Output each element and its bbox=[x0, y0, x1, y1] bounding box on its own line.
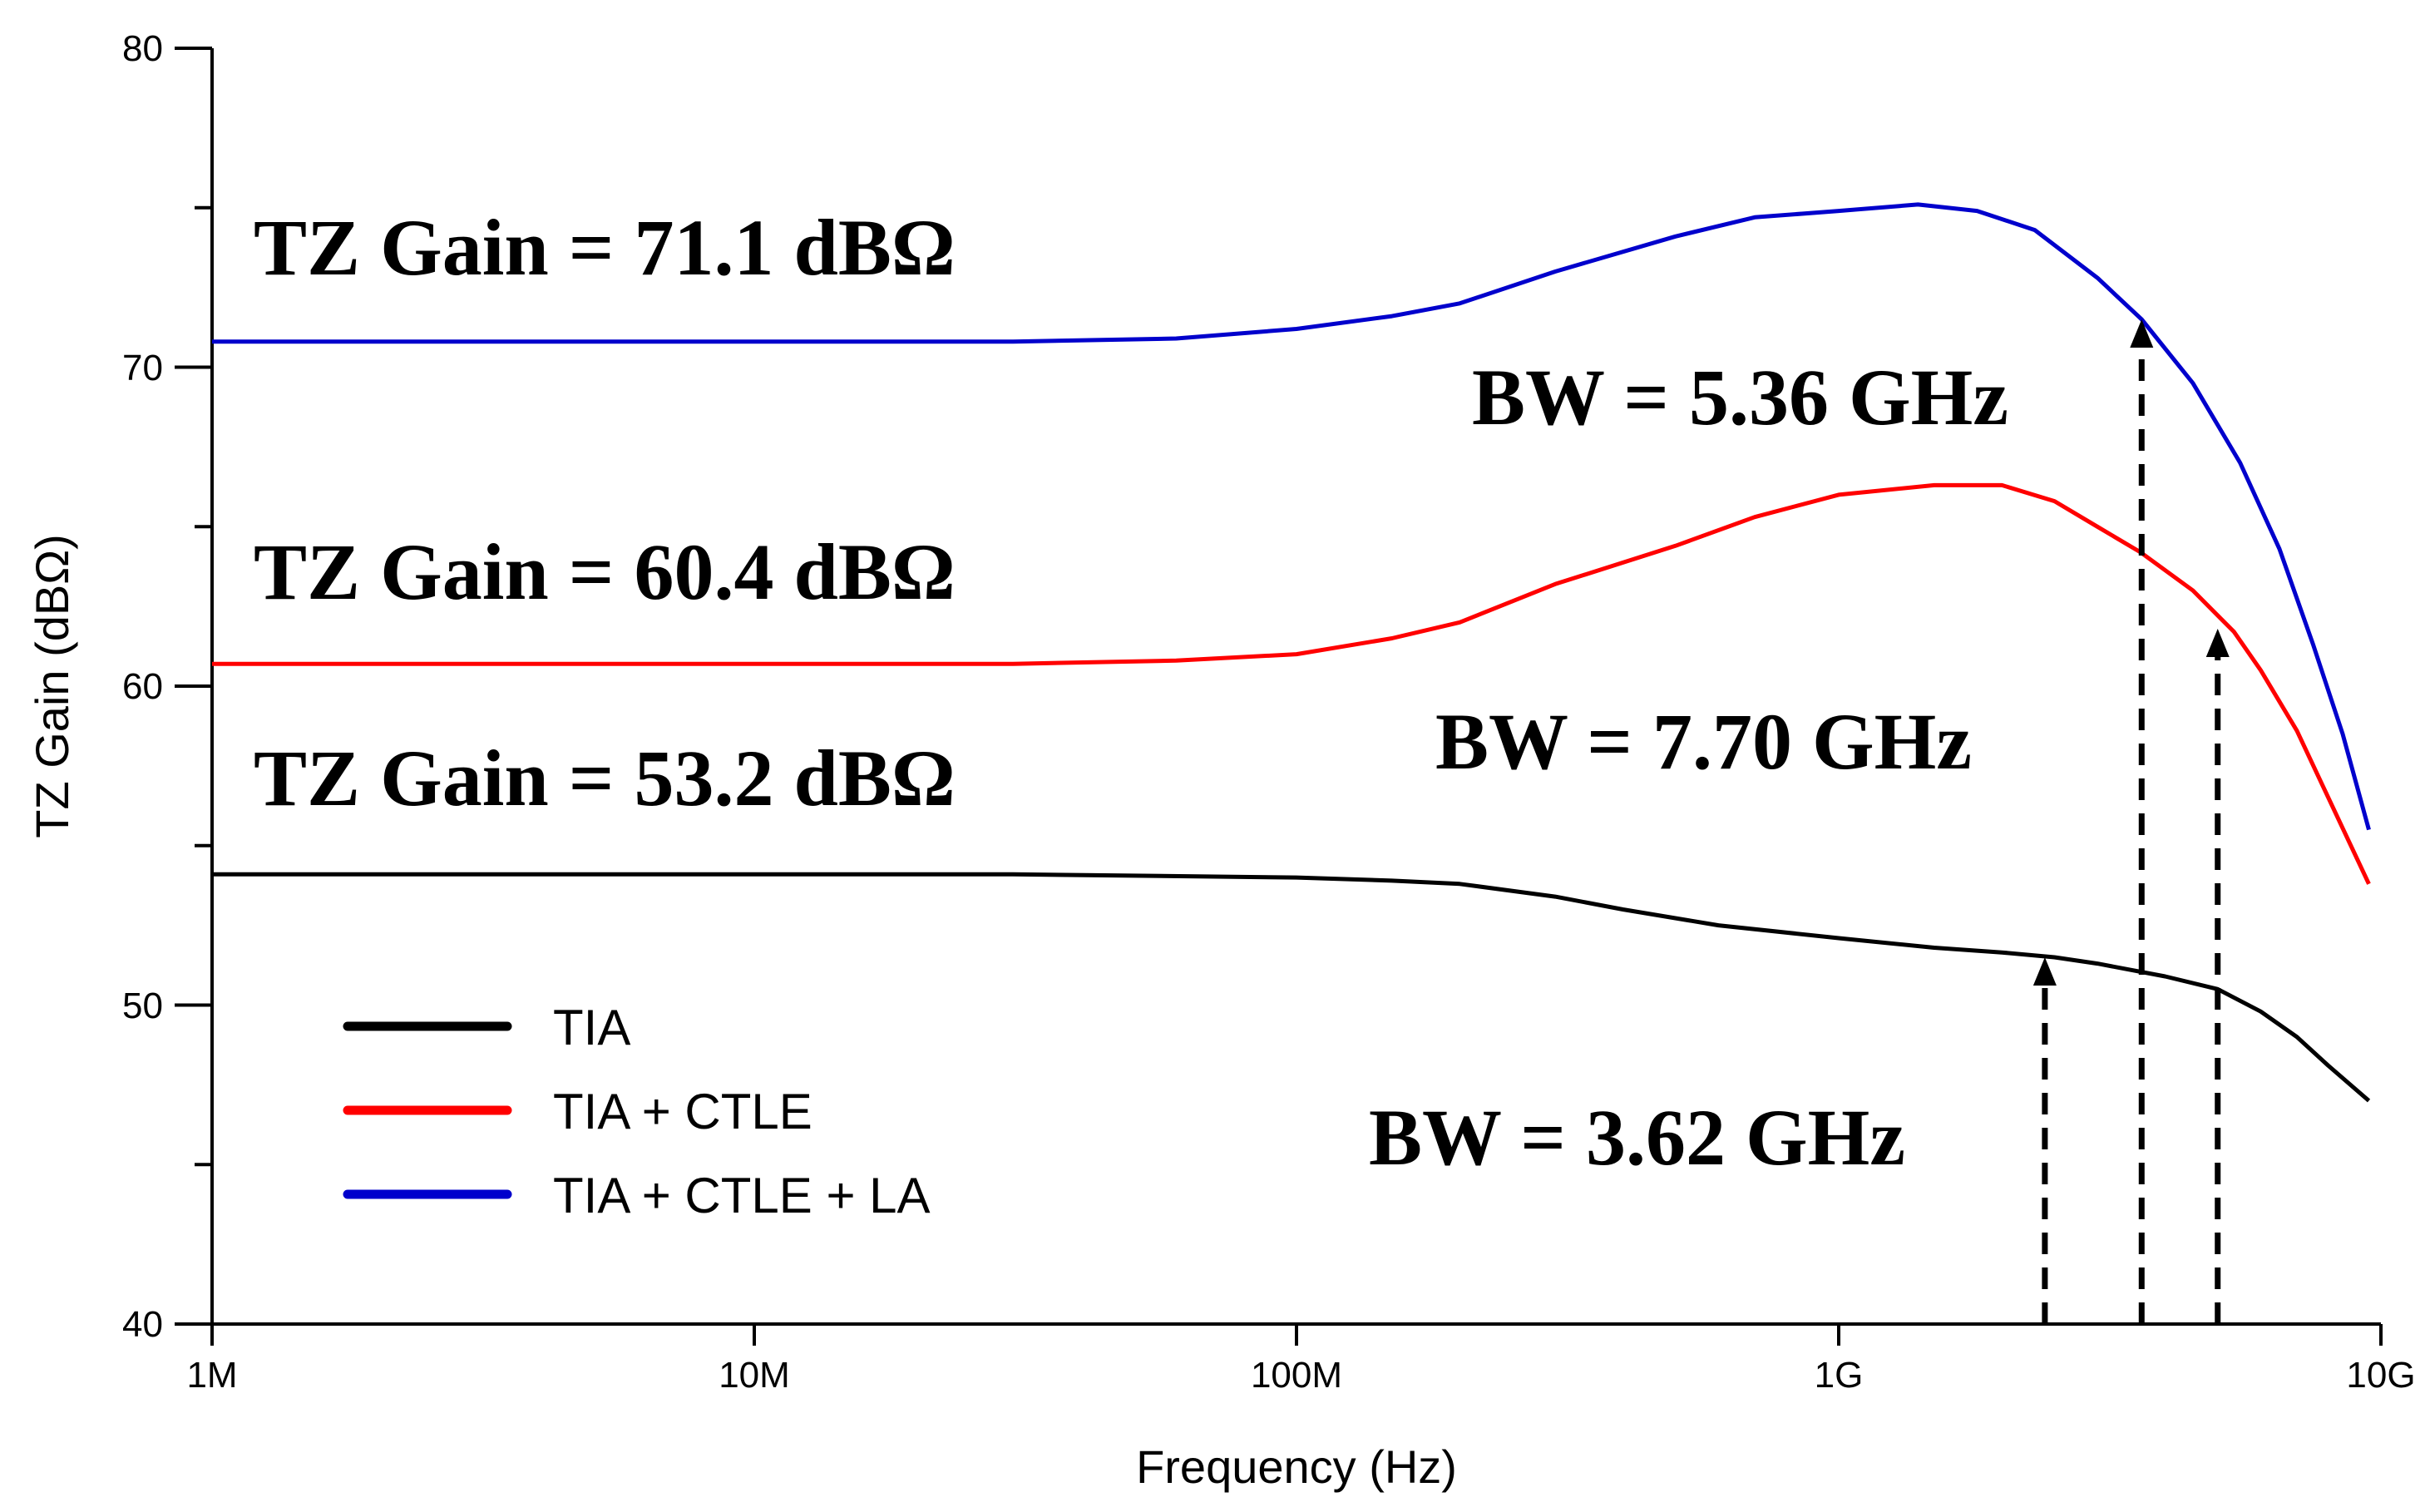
legend-label-tia: TIA bbox=[553, 1000, 630, 1055]
x-tick-label-1g: 1G bbox=[1815, 1355, 1864, 1396]
plot-area bbox=[212, 202, 2371, 1103]
x-axis-title: Frequency (Hz) bbox=[1136, 1440, 1457, 1493]
x-tick-label-1m: 1M bbox=[186, 1355, 237, 1396]
bw-marker-arrowhead bbox=[2032, 956, 2057, 986]
x-tick-label-100m: 100M bbox=[1251, 1355, 1342, 1396]
annotation-gain-tia: TZ Gain = 53.2 dBΩ bbox=[254, 734, 956, 823]
y-tick-label-80: 80 bbox=[122, 28, 163, 69]
y-axis-title: TZ Gain (dBΩ) bbox=[26, 534, 78, 838]
y-tick-label-40: 40 bbox=[122, 1304, 163, 1345]
legend-label-tia-ctle: TIA + CTLE bbox=[553, 1084, 812, 1139]
x-tick-label-10g: 10G bbox=[2346, 1355, 2415, 1396]
annotation-gain-ctle: TZ Gain = 60.4 dBΩ bbox=[254, 527, 956, 616]
minor-ticks bbox=[175, 47, 2383, 1346]
series-line-tia-ctle bbox=[212, 482, 2371, 885]
y-tick-labels: 40 50 60 70 80 bbox=[122, 28, 163, 1345]
y-tick-label-50: 50 bbox=[122, 986, 163, 1026]
legend-label-tia-ctle-la: TIA + CTLE + LA bbox=[553, 1168, 931, 1223]
y-tick-label-60: 60 bbox=[122, 666, 163, 707]
annotations: TZ Gain = 71.1 dBΩ TZ Gain = 60.4 dBΩ TZ… bbox=[254, 203, 2008, 1182]
annotation-bw-la: BW = 5.36 GHz bbox=[1472, 353, 2008, 442]
series-line-tia-ctle-la bbox=[212, 202, 2371, 831]
annotation-bw-ctle: BW = 7.70 GHz bbox=[1435, 697, 1972, 786]
y-tick-label-70: 70 bbox=[122, 348, 163, 388]
bw-marker-arrowhead bbox=[2130, 319, 2154, 348]
annotation-bw-tia: BW = 3.62 GHz bbox=[1369, 1093, 1905, 1182]
x-tick-labels: 1M 10M 100M 1G 10G bbox=[186, 1355, 2415, 1396]
x-tick-label-10m: 10M bbox=[719, 1355, 790, 1396]
legend: TIA TIA + CTLE TIA + CTLE + LA bbox=[343, 1000, 931, 1223]
annotation-gain-la: TZ Gain = 71.1 dBΩ bbox=[254, 203, 956, 292]
bw-marker-arrowhead bbox=[2205, 628, 2230, 657]
series-line-tia bbox=[212, 872, 2371, 1103]
bandwidth-markers bbox=[2032, 319, 2230, 1324]
